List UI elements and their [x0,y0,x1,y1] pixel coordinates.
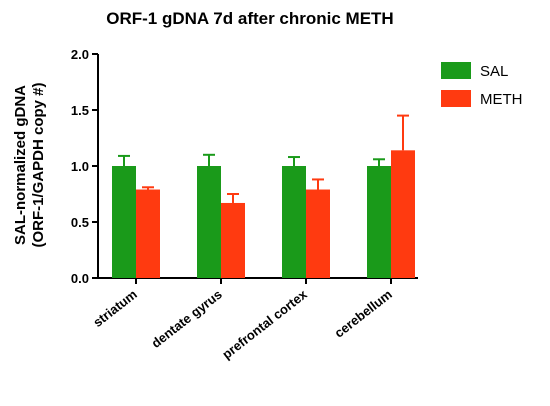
bar-meth [391,150,415,278]
bar-sal [197,166,221,278]
legend-label-sal: SAL [480,63,508,80]
category-label: prefrontal cortex [219,286,310,362]
category-label: striatum [90,287,140,330]
y-tick-label: 1.5 [71,103,89,118]
plot-area: 0.0 0.5 1.0 1.5 2.0 striatum dentate gyruspref… [71,47,418,362]
bar-meth [306,189,330,278]
chart-title: ORF-1 gDNA 7d after chronic METH [106,9,393,28]
bar-sal [367,166,391,278]
y-axis-label-line2: (ORF-1/GAPDH copy #) [30,82,47,247]
y-tick-label: 0.0 [71,271,89,286]
legend-swatch-meth [441,90,471,107]
bar-sal [112,166,136,278]
y-tick-label: 0.5 [71,215,89,230]
y-axis-label-line1: SAL-normalized gDNA [12,85,29,245]
legend: SAL METH [441,62,523,108]
bar-meth [221,202,245,278]
y-tick-label: 1.0 [71,159,89,174]
bar-sal [282,166,306,278]
category-label: cerebellum [332,287,395,341]
legend-swatch-sal [441,62,471,79]
category-label: dentate gyrus [148,287,224,351]
bar-meth [136,189,160,278]
y-tick-label: 2.0 [71,47,89,62]
legend-label-meth: METH [480,91,523,108]
